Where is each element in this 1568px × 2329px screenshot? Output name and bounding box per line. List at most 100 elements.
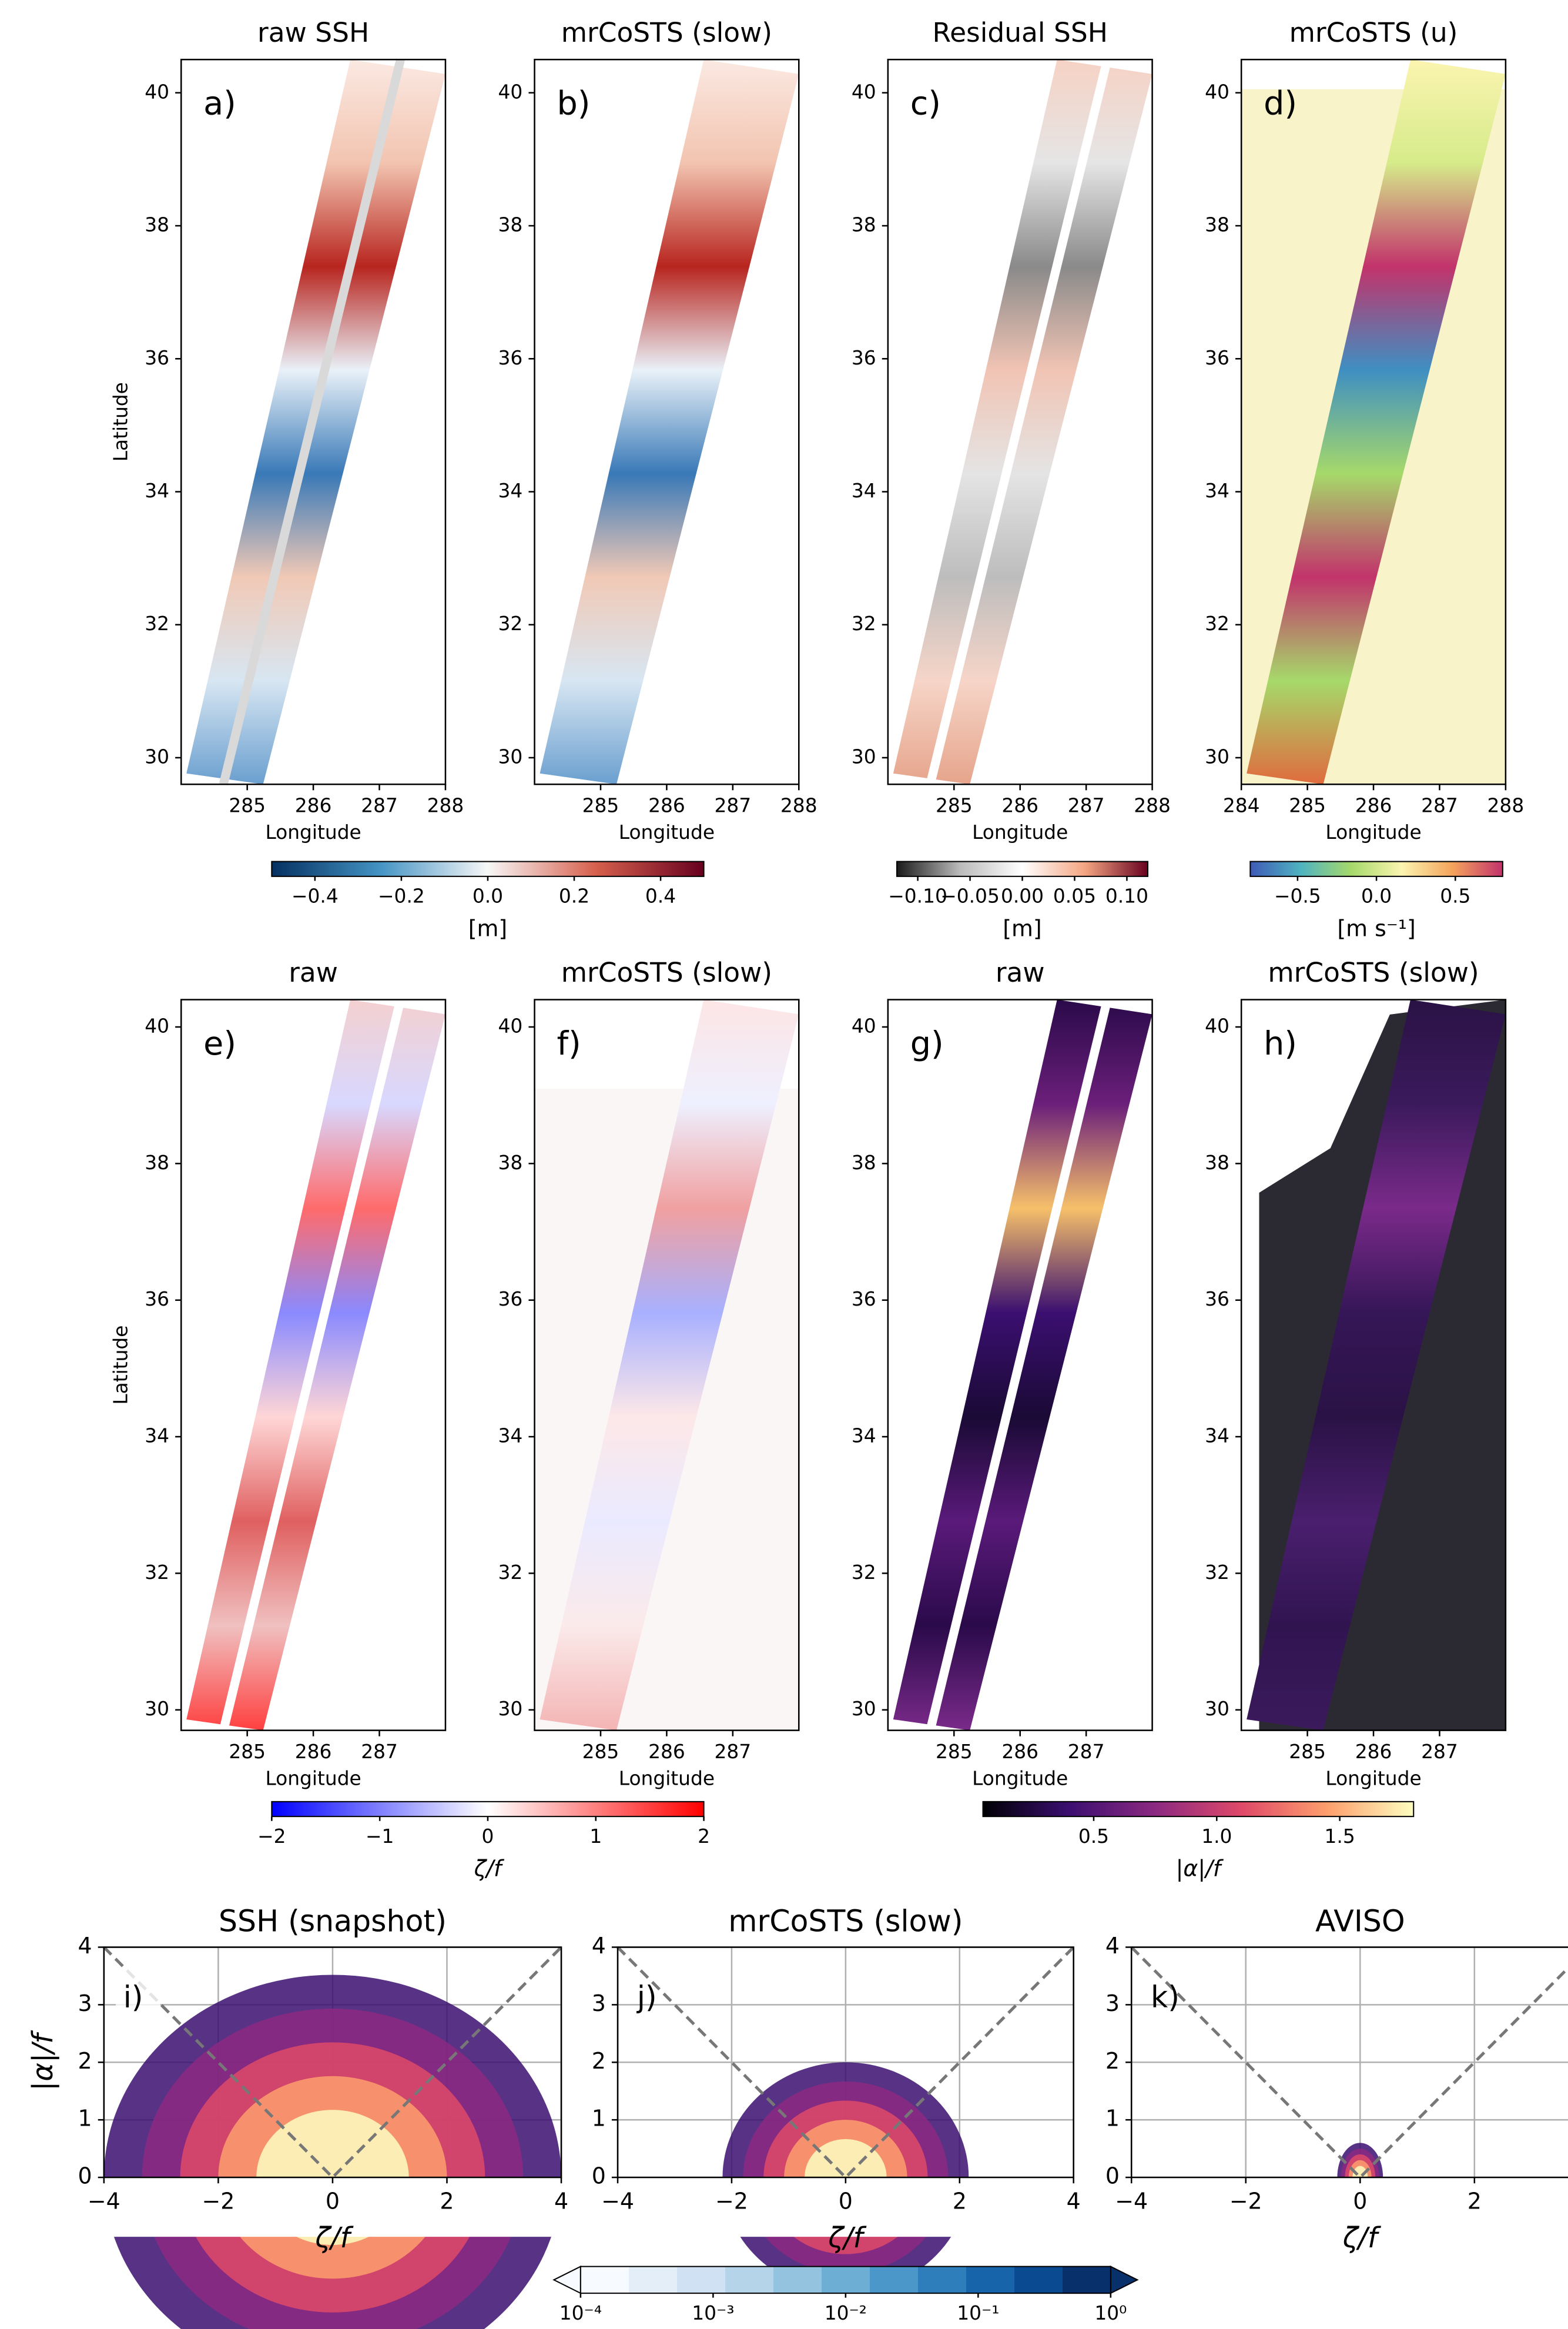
colorbar-tick-label: −0.4 — [292, 885, 339, 908]
x-tick-label: −4 — [1115, 2189, 1148, 2214]
satellite-swath — [540, 999, 799, 1731]
colorbar-tick-label: 0.5 — [1440, 885, 1470, 908]
axes-mask — [103, 2177, 562, 2237]
colorbar-tick-label: −0.05 — [940, 885, 1000, 908]
colorbar-tick-label: 0.00 — [1001, 885, 1044, 908]
y-tick-label: 32 — [852, 613, 876, 635]
x-axis-label: Longitude — [1325, 821, 1421, 844]
y-tick-label: 1 — [592, 2106, 606, 2131]
colorbar-tick-label: −0.5 — [1274, 885, 1321, 908]
y-tick-label: 40 — [498, 81, 523, 103]
x-axis-label: Longitude — [1325, 1767, 1421, 1789]
colorbar-label: [m s⁻¹] — [1337, 915, 1415, 941]
y-tick-label: 30 — [1205, 745, 1229, 768]
colorbar-tick-label: 0.4 — [645, 885, 676, 908]
y-tick-label: 34 — [145, 1425, 169, 1447]
x-axis-label: Longitude — [265, 1767, 361, 1789]
colorbar-tick-label: −1 — [366, 1825, 394, 1848]
y-tick-label: 38 — [145, 214, 169, 236]
y-tick-label: 30 — [498, 1698, 523, 1720]
x-tick-label: 287 — [1421, 1741, 1458, 1763]
x-tick-label: 286 — [1355, 1741, 1392, 1763]
panel-title: raw — [996, 957, 1045, 988]
y-tick-label: 40 — [852, 1015, 876, 1038]
x-tick-label: 285 — [1289, 795, 1326, 817]
satellite-swath — [1247, 999, 1506, 1731]
x-tick-label: 285 — [582, 795, 619, 817]
x-tick-label: −4 — [601, 2189, 634, 2214]
y-tick-label: 32 — [145, 613, 169, 635]
y-tick-label: 38 — [145, 1152, 169, 1174]
panel-label: h) — [1264, 1025, 1297, 1063]
y-tick-label: 40 — [1205, 81, 1229, 103]
y-tick-label: 2 — [78, 2048, 92, 2074]
colorbar-label: ζ/f — [474, 1856, 505, 1882]
x-tick-label: 286 — [295, 795, 332, 817]
colorbar-label: [m] — [468, 915, 507, 941]
x-tick-label: 288 — [780, 795, 817, 817]
x-tick-label: 0 — [1353, 2189, 1367, 2214]
swath-gap — [926, 998, 1112, 1732]
y-tick-label: 38 — [498, 214, 523, 236]
colorbar-tick-label: −0.10 — [888, 885, 947, 908]
y-tick-label: 0 — [1105, 2163, 1120, 2189]
x-axis-label: Longitude — [619, 821, 715, 844]
x-tick-label: 288 — [1134, 795, 1171, 817]
x-tick-label: 287 — [1421, 795, 1458, 817]
panel-label: b) — [557, 85, 590, 123]
axes-mask — [1131, 2177, 1568, 2237]
y-tick-label: 32 — [145, 1561, 169, 1584]
y-tick-label: 38 — [498, 1152, 523, 1174]
y-tick-label: 1 — [78, 2106, 92, 2131]
x-tick-label: 286 — [648, 795, 685, 817]
colorbar-tick-label: 0.05 — [1053, 885, 1096, 908]
x-axis-label: Longitude — [972, 821, 1068, 844]
colorbar-tick-label: −2 — [257, 1825, 286, 1848]
x-axis-label: Longitude — [972, 1767, 1068, 1789]
x-tick-label: 287 — [714, 1741, 751, 1763]
y-tick-label: 38 — [852, 1152, 876, 1174]
y-tick-label: 3 — [78, 1990, 92, 2016]
colorbar-tick-label: 10⁻⁴ — [559, 2302, 602, 2324]
colorbar-tick-label: 10⁻³ — [692, 2302, 734, 2324]
panel-label: e) — [203, 1025, 236, 1063]
x-tick-label: 4 — [554, 2189, 568, 2214]
colorbar — [271, 861, 705, 877]
satellite-swath — [540, 59, 799, 785]
y-tick-label: 32 — [1205, 1561, 1229, 1584]
x-tick-label: 285 — [582, 1741, 619, 1763]
y-tick-label: 30 — [852, 1698, 876, 1720]
panel-label: d) — [1264, 85, 1297, 123]
y-tick-label: 34 — [1205, 480, 1229, 502]
y-tick-label: 36 — [852, 1288, 876, 1310]
colorbar-tick-label: 10⁻² — [825, 2302, 867, 2324]
y-tick-label: 36 — [1205, 1288, 1229, 1310]
y-tick-label: 3 — [1105, 1990, 1120, 2016]
colorbar — [271, 1801, 705, 1818]
swath-gap — [219, 998, 405, 1732]
panel-label: j) — [636, 1979, 657, 2014]
x-tick-label: 284 — [1223, 795, 1260, 817]
x-tick-label: −2 — [715, 2189, 748, 2214]
y-tick-label: 0 — [592, 2163, 606, 2189]
y-tick-label: 38 — [852, 214, 876, 236]
satellite-swath — [1247, 59, 1506, 785]
panel-label: c) — [910, 85, 941, 123]
x-tick-label: 287 — [361, 1741, 398, 1763]
x-tick-label: −2 — [202, 2189, 234, 2214]
y-tick-label: 4 — [592, 1933, 606, 1959]
label-box — [116, 1969, 160, 2023]
y-tick-label: 34 — [145, 480, 169, 502]
x-tick-label: 0 — [839, 2189, 853, 2214]
y-tick-label: 38 — [1205, 214, 1229, 236]
colorbar-tick-label: 0.2 — [559, 885, 589, 908]
colorbar-tick-label: 0.0 — [473, 885, 503, 908]
colorbar-extend-low — [552, 2266, 581, 2294]
colorbar — [579, 2266, 1111, 2294]
x-tick-label: 287 — [1068, 1741, 1105, 1763]
x-tick-label: 2 — [440, 2189, 454, 2214]
y-axis-label: Latitude — [110, 382, 132, 461]
x-tick-label: 286 — [1001, 1741, 1038, 1763]
